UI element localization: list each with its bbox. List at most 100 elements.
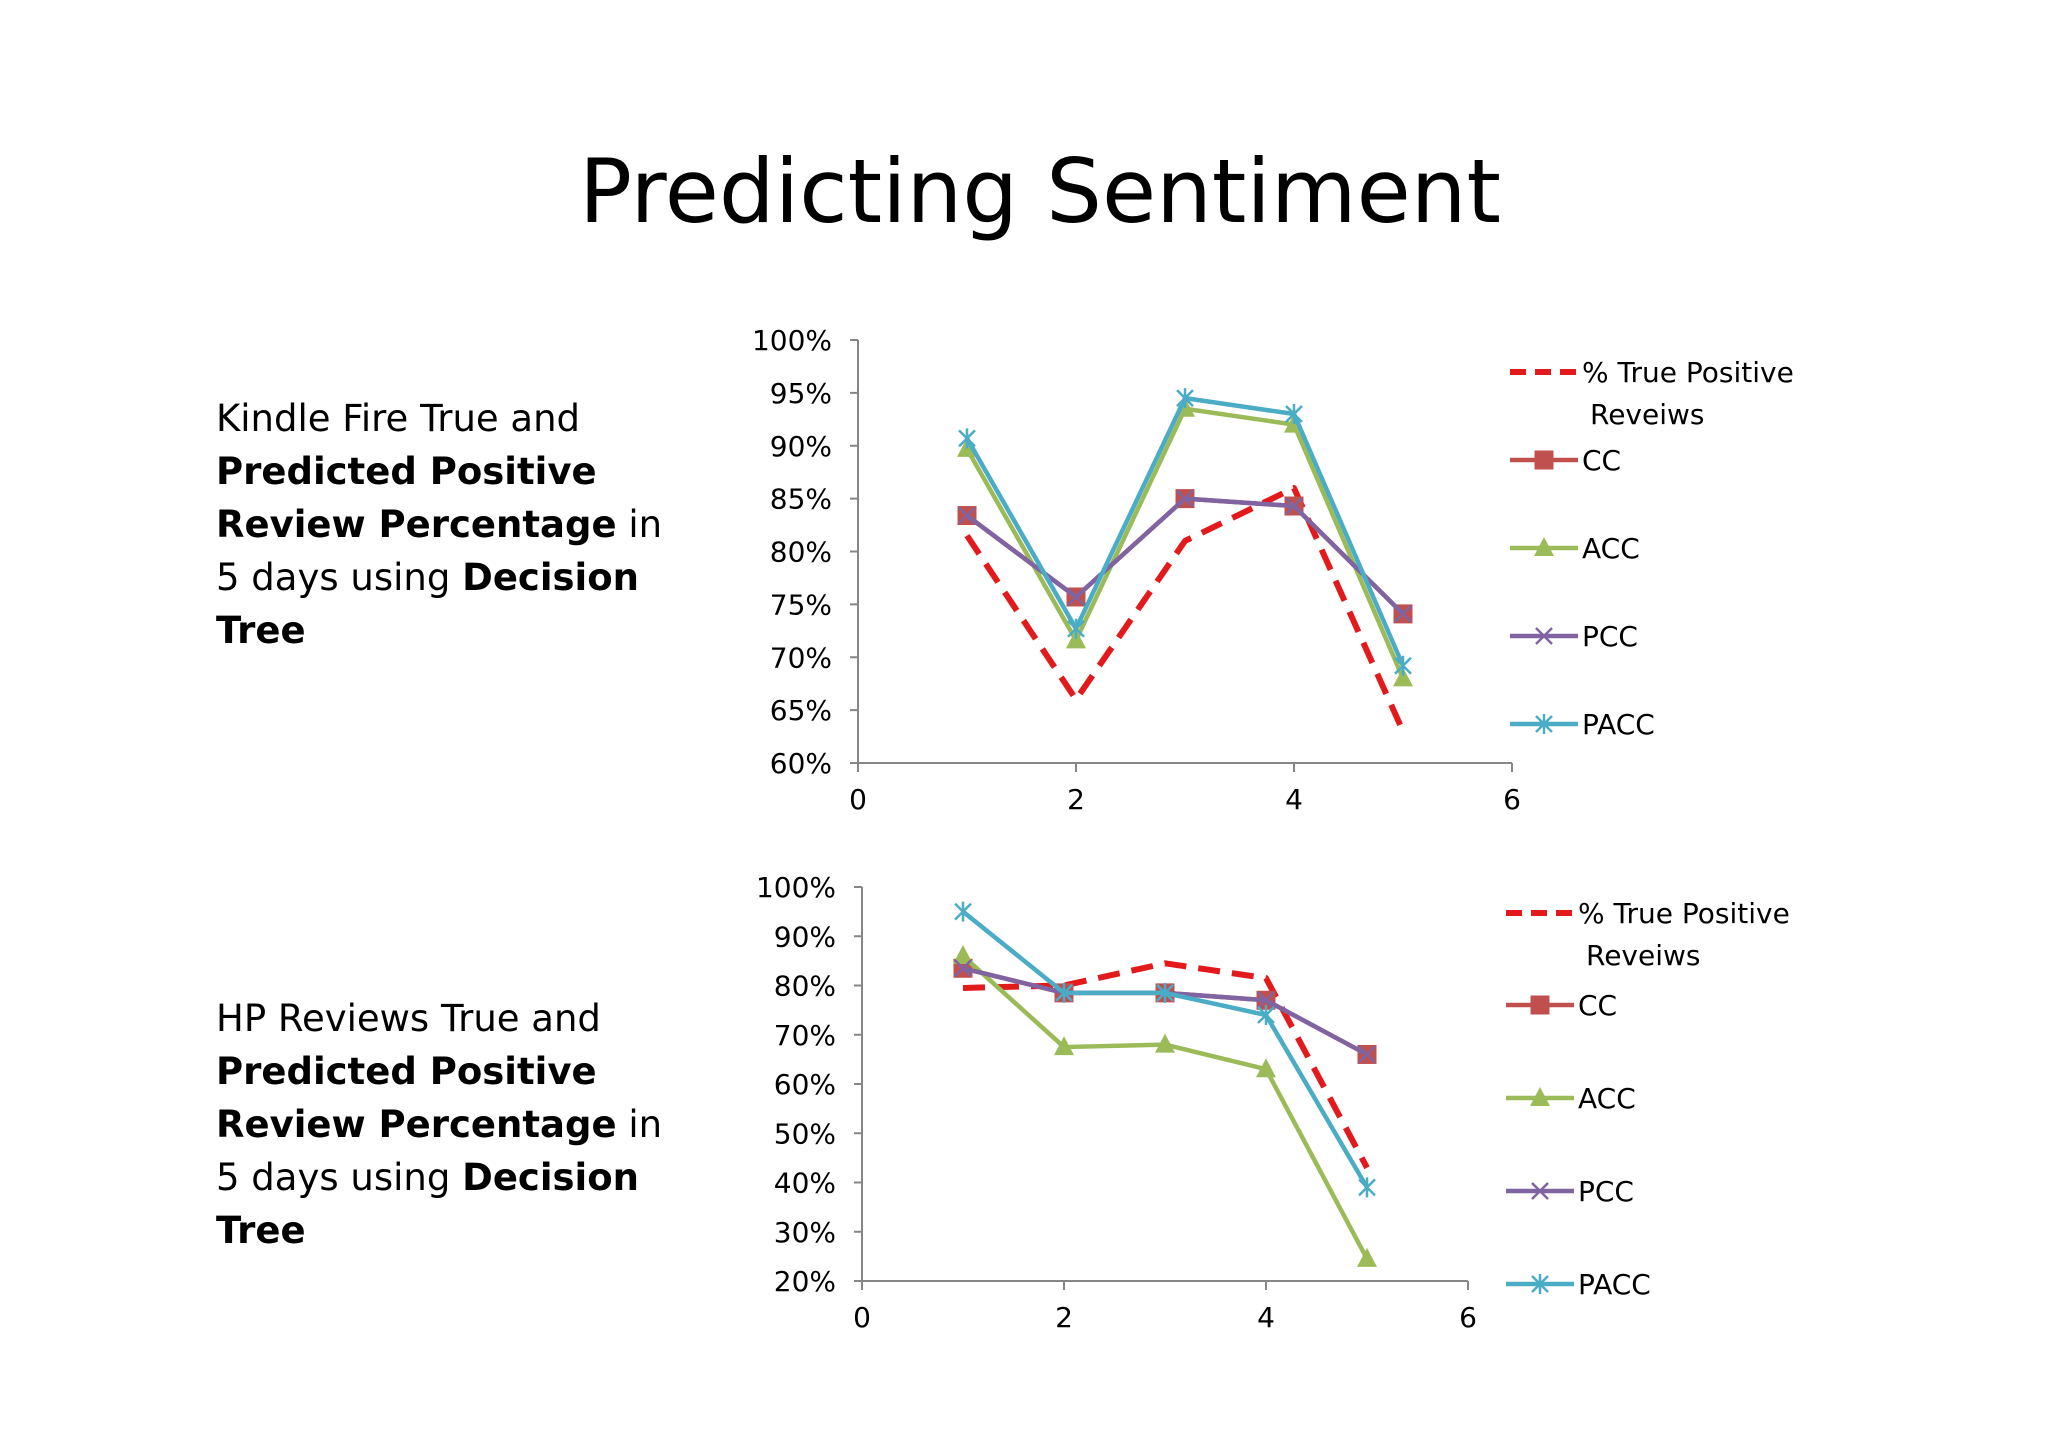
desc-bold-2: Decision Tree: [216, 556, 639, 652]
legend-label: % True Positive Reveiws: [1578, 897, 1790, 972]
kindle-fire-line-chart: 60% 65% 70% 75% 80% 85% 90% 95% 100% 0 2 4 6 % True P…: [752, 324, 1794, 816]
legend-entry: CC: [1506, 989, 1617, 1022]
x-tick-label: 4: [1257, 1301, 1275, 1334]
chart-description-kindle: Kindle Fire True and Predicted Positive …: [216, 392, 676, 657]
series-pcc: [958, 489, 1412, 623]
data-point: [1176, 388, 1194, 409]
y-tick-label: 40%: [774, 1167, 836, 1200]
y-tick-label: 80%: [774, 970, 836, 1003]
y-tick-label: 70%: [770, 641, 832, 674]
y-tick-label: 20%: [774, 1265, 836, 1298]
legend-marker: [1534, 450, 1554, 470]
legend-entry: ACC: [1506, 1082, 1636, 1115]
data-point: [1055, 982, 1073, 1003]
y-tick-label: 85%: [770, 483, 832, 516]
data-point: [1067, 588, 1085, 606]
legend-entry: PCC: [1506, 1175, 1634, 1208]
series-line: [964, 485, 1406, 733]
legend-label: PACC: [1582, 708, 1655, 741]
data-point: [1067, 618, 1085, 639]
x-tick-label: 6: [1459, 1301, 1477, 1334]
data-point: [954, 901, 972, 922]
y-tick-label: 50%: [774, 1117, 836, 1150]
slide-title: Predicting Sentiment: [578, 140, 1502, 243]
data-point: [1394, 605, 1412, 623]
data-point: [958, 506, 976, 525]
x-tick-label: 4: [1285, 783, 1303, 816]
data-point: [1358, 1177, 1376, 1198]
y-tick-label: 75%: [770, 588, 832, 621]
legend-marker: [1531, 1182, 1549, 1200]
y-tick-label: 60%: [774, 1068, 836, 1101]
data-point: [958, 428, 976, 449]
series-line: [965, 395, 1406, 667]
x-tick-label: 2: [1067, 783, 1085, 816]
hp-reviews-line-chart: 20% 30% 40% 50% 60% 70% 80% 90% 100% 0 2 4 6 % True P…: [756, 871, 1790, 1334]
axes: 20% 30% 40% 50% 60% 70% 80% 90% 100% 0 2 4 6: [756, 871, 1477, 1334]
legend-label: PACC: [1578, 1268, 1651, 1301]
legend-marker: [1535, 627, 1553, 645]
series-pacc: [958, 388, 1412, 676]
data-point: [1256, 1058, 1276, 1078]
data-point: [1393, 667, 1413, 687]
legend-label: ACC: [1582, 532, 1640, 565]
legend-marker: [1535, 714, 1553, 734]
data-point: [954, 959, 972, 978]
data-point: [953, 944, 973, 964]
y-tick-label: 65%: [770, 694, 832, 727]
axes: 60% 65% 70% 75% 80% 85% 90% 95% 100% 0 2 4 6: [752, 324, 1521, 816]
y-tick-label: 95%: [770, 377, 832, 410]
series-line: [962, 960, 1370, 1170]
y-tick-label: 30%: [774, 1216, 836, 1249]
legend-entry: CC: [1510, 444, 1621, 477]
legend-label: ACC: [1578, 1082, 1636, 1115]
data-point: [1285, 497, 1303, 515]
y-tick-label: 70%: [774, 1019, 836, 1052]
y-tick-label: 90%: [770, 430, 832, 463]
legend-entry: % True Positive Reveiws: [1510, 356, 1794, 431]
desc-mid: in 5 days using: [216, 503, 663, 599]
y-tick-label: 90%: [774, 920, 836, 953]
data-point: [1257, 991, 1275, 1010]
data-point: [1394, 655, 1412, 676]
legend-entry: PCC: [1510, 620, 1638, 653]
legend-marker: [1530, 995, 1550, 1015]
y-tick-label: 100%: [752, 324, 832, 357]
legend-label: PCC: [1582, 620, 1638, 653]
x-tick-label: 0: [853, 1301, 871, 1334]
y-tick-label: 100%: [756, 871, 836, 904]
data-point: [1054, 1036, 1074, 1056]
legend-marker: [1530, 1087, 1550, 1106]
legend-entry: PACC: [1510, 708, 1655, 741]
legend-label: CC: [1582, 444, 1621, 477]
legend-marker: [1534, 537, 1554, 556]
x-tick-label: 6: [1503, 783, 1521, 816]
legend-marker: [1531, 1274, 1549, 1294]
legend-entry: % True Positive Reveiws: [1506, 897, 1790, 972]
data-point: [1156, 982, 1174, 1003]
desc-bold-1: Predicted Positive Review Percentage: [216, 450, 617, 546]
legend-label: % True Positive Reveiws: [1582, 356, 1794, 431]
x-tick-label: 0: [849, 783, 867, 816]
data-point: [1285, 404, 1303, 425]
legend-label: CC: [1578, 989, 1617, 1022]
data-point: [1357, 1247, 1377, 1267]
desc-pre: HP Reviews True and: [216, 997, 601, 1040]
desc-pre: Kindle Fire True and: [216, 397, 581, 440]
series-true-positive: [962, 960, 1370, 1170]
x-tick-label: 2: [1055, 1301, 1073, 1334]
desc-bold-1: Predicted Positive Review Percentage: [216, 1050, 617, 1146]
series-acc: [953, 944, 1377, 1267]
series-pacc: [954, 901, 1376, 1198]
y-tick-label: 80%: [770, 536, 832, 569]
data-point: [1066, 629, 1086, 649]
desc-bold-2: Decision Tree: [216, 1156, 639, 1252]
legend-entry: PACC: [1506, 1268, 1651, 1301]
desc-mid: in 5 days using: [216, 1103, 663, 1199]
data-point: [1155, 1033, 1175, 1053]
data-point: [1257, 1005, 1275, 1026]
legend-label: PCC: [1578, 1175, 1634, 1208]
data-point: [1176, 489, 1194, 508]
y-tick-label: 60%: [770, 747, 832, 780]
series-true-positive: [964, 485, 1406, 733]
